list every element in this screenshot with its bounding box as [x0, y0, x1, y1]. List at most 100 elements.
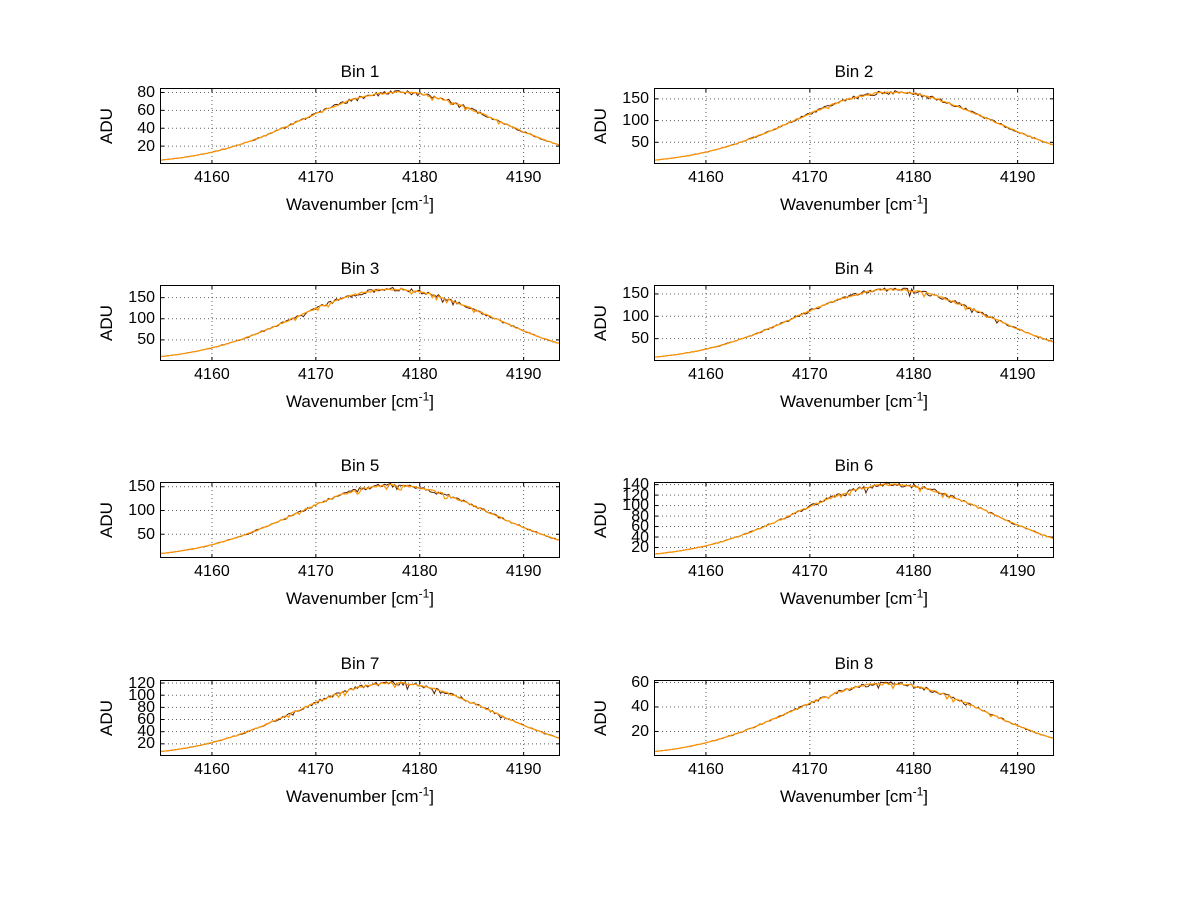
y-tick-label: 120 — [622, 486, 649, 504]
spectrum-plot — [654, 88, 1054, 164]
subplot: Bin 8 ADU Wavenumber [cm-1] 20 40 60 4160 41… — [539, 652, 1084, 827]
x-tick-label: 4170 — [298, 563, 334, 580]
x-axis-label-close: ] — [923, 589, 928, 608]
x-axis-label-exponent: -1 — [418, 586, 430, 601]
x-axis-label-exponent: -1 — [418, 389, 430, 404]
x-tick-label: 4190 — [505, 169, 542, 186]
subplot-title: Bin 1 — [340, 62, 380, 81]
x-tick-label: 4170 — [792, 366, 828, 383]
y-tick-label: 50 — [137, 331, 155, 349]
x-tick-label: 4160 — [688, 761, 724, 778]
y-tick-label: 150 — [622, 90, 649, 108]
x-axis-label-close: ] — [429, 589, 434, 608]
y-tick-label: 100 — [622, 307, 649, 325]
axis-box — [160, 88, 560, 164]
subplot-title: Bin 7 — [340, 654, 380, 673]
spectrum-curve — [160, 288, 560, 358]
x-tick-label: 4190 — [505, 761, 542, 778]
y-tick-label: 40 — [631, 528, 649, 546]
subplot: Bin 1 ADU Wavenumber [cm-1] 20 40 60 80 4160… — [45, 60, 590, 235]
x-tick-label: 4180 — [401, 563, 438, 580]
x-axis-label-base: Wavenumber [cm — [780, 787, 913, 806]
y-tick-label: 150 — [622, 285, 649, 303]
x-tick-label: 4160 — [194, 563, 230, 580]
x-tick-label: 4160 — [194, 169, 230, 186]
plot-box — [160, 88, 560, 164]
x-tick-label: 4160 — [688, 169, 724, 186]
x-tick-label: 4160 — [688, 366, 724, 383]
y-tick-label: 80 — [137, 698, 155, 716]
subplot-title: Bin 8 — [834, 654, 874, 673]
x-axis-label: Wavenumber [cm-1] — [160, 389, 560, 413]
y-tick-label: 40 — [137, 119, 155, 137]
y-tick-label: 20 — [137, 137, 155, 155]
spectrum-plot — [654, 482, 1054, 558]
spectrum-curve — [654, 483, 1054, 555]
spectrum-plot — [654, 285, 1054, 361]
plot-box — [160, 680, 560, 756]
subplot: Bin 2 ADU Wavenumber [cm-1] 50 100 150 4160… — [539, 60, 1084, 235]
x-tick-label: 4190 — [999, 761, 1036, 778]
spectrum-plot — [160, 680, 560, 756]
y-tick-label: 60 — [137, 711, 155, 729]
y-tick-label: 100 — [128, 310, 155, 328]
x-tick-label: 4190 — [999, 366, 1036, 383]
spectrum-curve — [160, 91, 560, 161]
y-tick-label: 120 — [128, 674, 155, 692]
x-axis-label: Wavenumber [cm-1] — [160, 785, 560, 808]
subplot-title: Bin 6 — [834, 456, 874, 475]
x-axis-label-exponent: -1 — [912, 192, 924, 207]
y-tick-label: 150 — [128, 289, 155, 307]
x-axis-label-exponent: -1 — [418, 192, 430, 207]
axis-box — [654, 88, 1054, 164]
subplot: Bin 4 ADU Wavenumber [cm-1] 50 100 150 4160… — [539, 257, 1084, 432]
y-tick-label: 50 — [631, 133, 649, 151]
axis-box — [160, 482, 560, 558]
x-axis-label: Wavenumber [cm-1] — [654, 785, 1054, 808]
x-axis-label-close: ] — [923, 195, 928, 214]
x-tick-label: 4180 — [401, 366, 438, 383]
x-tick-label: 4180 — [895, 366, 932, 383]
spectrum-curve — [654, 682, 1054, 753]
x-tick-label: 4170 — [792, 761, 828, 778]
x-axis-label-base: Wavenumber [cm — [286, 392, 419, 411]
axis-box — [160, 285, 560, 361]
x-axis-label-close: ] — [429, 195, 434, 214]
axis-box — [654, 680, 1054, 756]
y-tick-label: 100 — [128, 686, 155, 704]
x-tick-label: 4190 — [999, 169, 1036, 186]
plot-box — [160, 285, 560, 361]
x-tick-label: 4180 — [895, 761, 932, 778]
x-axis-label: Wavenumber [cm-1] — [160, 586, 560, 610]
y-tick-label: 20 — [631, 722, 649, 740]
x-tick-label: 4180 — [401, 761, 438, 778]
x-tick-label: 4180 — [895, 563, 932, 580]
spectrum-curve — [160, 681, 560, 753]
spectrum-curve — [654, 287, 1054, 358]
y-tick-label: 60 — [631, 518, 649, 536]
x-tick-label: 4170 — [298, 366, 334, 383]
spectrum-curve-underlay — [160, 680, 560, 753]
x-tick-label: 4190 — [999, 563, 1036, 580]
y-tick-label: 150 — [128, 478, 155, 496]
y-tick-label: 40 — [631, 698, 649, 716]
x-axis-label-close: ] — [923, 392, 928, 411]
subplot-title: Bin 2 — [834, 62, 874, 81]
plot-box — [654, 88, 1054, 164]
x-axis-label: Wavenumber [cm-1] — [654, 587, 1054, 610]
x-axis-label-close: ] — [923, 787, 928, 806]
y-tick-label: 100 — [128, 502, 155, 519]
x-tick-label: 4170 — [792, 563, 828, 580]
y-tick-label: 20 — [137, 735, 155, 753]
y-tick-label: 60 — [631, 673, 649, 691]
spectrum-curve — [654, 91, 1054, 161]
x-tick-label: 4180 — [895, 169, 932, 186]
x-tick-label: 4160 — [194, 366, 230, 383]
axis-box — [654, 482, 1054, 558]
plot-box — [654, 285, 1054, 361]
y-tick-label: 140 — [622, 476, 649, 494]
spectrum-plot — [654, 680, 1054, 756]
subplot: Bin 6 ADU Wavenumber [cm-1] 20 40 60 80 100 1… — [539, 454, 1084, 629]
x-axis-label-exponent: -1 — [912, 389, 924, 404]
